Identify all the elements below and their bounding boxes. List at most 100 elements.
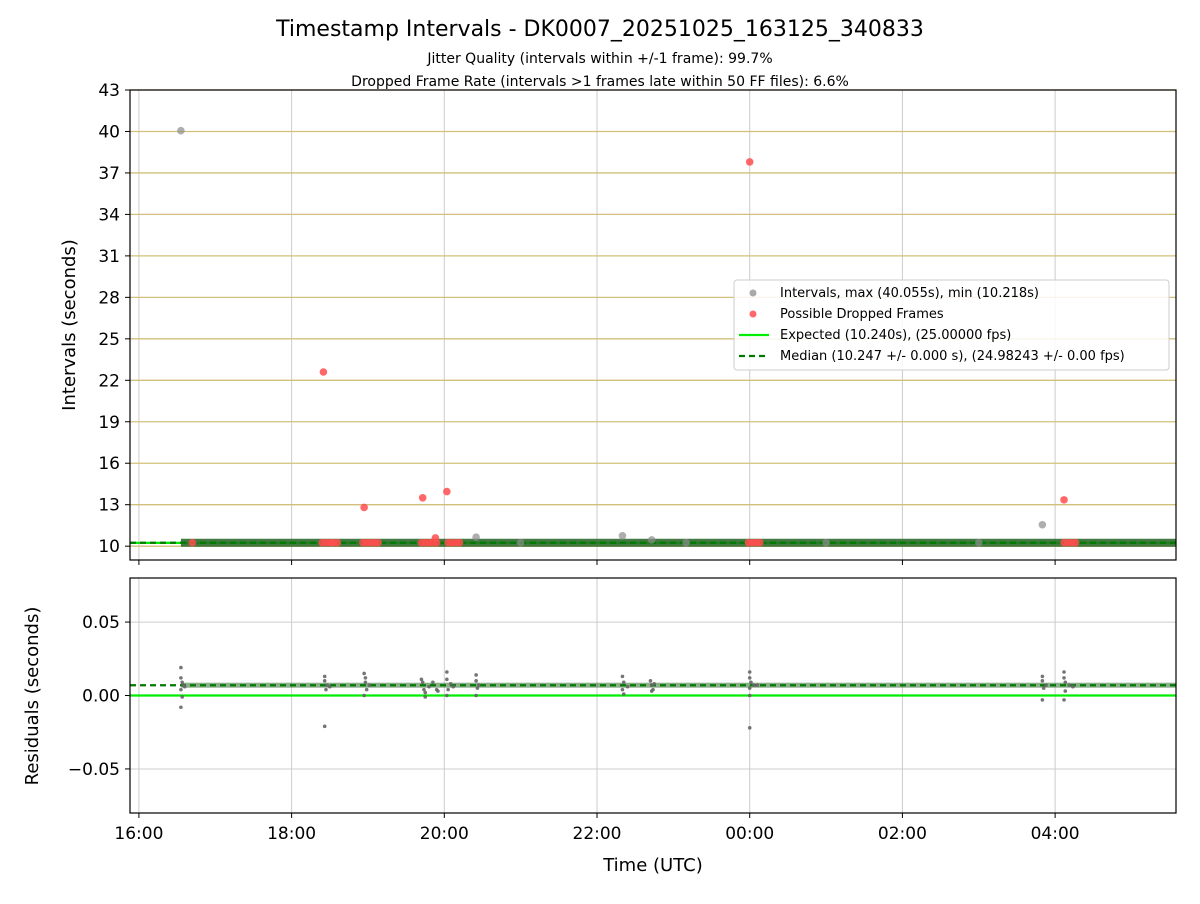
legend-label-dropped: Possible Dropped Frames xyxy=(780,307,944,322)
residual-point xyxy=(476,683,481,688)
interval-point xyxy=(974,538,983,547)
residual-density-band xyxy=(180,682,1176,688)
residual-point xyxy=(423,690,428,695)
residual-point xyxy=(751,683,756,688)
residual-point xyxy=(182,684,187,689)
residual-point xyxy=(1067,683,1071,688)
residual-point xyxy=(423,695,428,699)
dropped-frame-point xyxy=(333,538,342,547)
bottom-y-axis-label: Residuals (seconds) xyxy=(22,607,43,786)
residual-point xyxy=(448,681,453,686)
residual-point xyxy=(652,681,657,686)
residual-point xyxy=(324,687,328,692)
residual-point xyxy=(419,677,424,682)
residual-point xyxy=(620,674,625,679)
x-tick-label: 20:00 xyxy=(420,824,469,844)
interval-point xyxy=(618,532,627,540)
residual-point xyxy=(180,695,184,699)
interval-point xyxy=(822,538,830,547)
top-y-tick-label: 37 xyxy=(98,164,120,184)
top-y-tick-label: 19 xyxy=(98,413,120,433)
dropped-frame-point xyxy=(1071,538,1080,547)
residual-point xyxy=(179,705,183,710)
bottom-y-tick-label: −0.05 xyxy=(68,760,120,780)
interval-point xyxy=(516,538,525,547)
x-tick-label: 00:00 xyxy=(725,824,774,844)
residual-point xyxy=(747,726,752,730)
residual-point xyxy=(747,676,752,680)
residual-point xyxy=(475,686,480,690)
top-y-tick-label: 40 xyxy=(98,122,120,142)
x-tick-label: 04:00 xyxy=(1031,824,1080,844)
residual-point xyxy=(1063,689,1068,693)
residual-point xyxy=(322,724,327,729)
x-tick-label: 18:00 xyxy=(267,824,316,844)
interval-point xyxy=(177,126,185,135)
residual-point xyxy=(747,670,752,674)
legend-marker-dropped xyxy=(749,310,757,318)
bottom-y-axis: −0.05 0.00 0.05 xyxy=(68,613,130,780)
residual-point xyxy=(445,677,449,682)
top-y-tick-label: 16 xyxy=(98,454,120,474)
residual-point xyxy=(474,673,478,677)
residual-point xyxy=(422,687,426,692)
residual-point xyxy=(446,687,450,692)
residual-point xyxy=(621,692,626,696)
residual-point xyxy=(179,676,183,680)
residual-point xyxy=(427,684,431,689)
legend-label-median: Median (10.247 +/- 0.000 s), (24.98243 +… xyxy=(780,349,1125,364)
residual-point xyxy=(363,680,368,685)
residual-point xyxy=(362,693,366,698)
dropped-frame-point xyxy=(443,487,451,496)
chart-subtitle-dropped: Dropped Frame Rate (intervals >1 frames … xyxy=(351,74,849,90)
bottom-series xyxy=(130,665,1176,730)
legend-label-intervals: Intervals, max (40.055s), min (10.218s) xyxy=(780,286,1039,301)
top-y-tick-label: 34 xyxy=(98,205,120,225)
residual-point xyxy=(322,674,327,679)
residual-point xyxy=(474,679,478,683)
residual-point xyxy=(651,687,655,692)
dropped-frame-point xyxy=(188,538,197,547)
dropped-frame-point xyxy=(432,538,441,547)
top-y-axis: 10 13 16 19 22 25 28 31 34 37 40 43 xyxy=(98,81,130,557)
dropped-frame-point xyxy=(455,538,464,547)
residual-point xyxy=(1040,698,1045,702)
interval-point xyxy=(1038,520,1047,529)
x-tick-label: 16:00 xyxy=(114,824,163,844)
residual-point xyxy=(179,687,183,692)
legend-marker-intervals xyxy=(749,289,757,297)
dropped-frame-point xyxy=(745,158,754,166)
residual-point xyxy=(747,693,752,698)
residual-point xyxy=(180,680,184,685)
residual-point xyxy=(1041,686,1046,690)
top-plot-frame xyxy=(129,89,1177,561)
legend-box xyxy=(733,279,1170,371)
top-x-axis xyxy=(138,560,1056,565)
x-tick-label: 22:00 xyxy=(573,824,622,844)
interval-point xyxy=(647,536,656,544)
residual-point xyxy=(420,680,425,685)
residual-point xyxy=(1040,679,1045,683)
dropped-frame-point xyxy=(360,503,368,512)
residual-point xyxy=(749,680,753,685)
top-y-tick-label: 25 xyxy=(98,330,120,350)
residual-point xyxy=(362,671,366,676)
top-y-tick-label: 28 xyxy=(98,288,120,308)
bottom-y-tick-label: 0.00 xyxy=(82,687,120,707)
residual-point xyxy=(445,670,449,674)
legend-label-expected: Expected (10.240s), (25.00000 fps) xyxy=(780,328,1011,343)
dropped-frame-point xyxy=(374,538,382,547)
residual-point xyxy=(363,676,368,680)
residual-point xyxy=(445,693,449,698)
residual-point xyxy=(179,665,183,670)
chart-title: Timestamp Intervals - DK0007_20251025_16… xyxy=(275,17,924,42)
dropped-frame-point xyxy=(418,493,427,502)
residual-point xyxy=(431,680,435,685)
residual-point xyxy=(1062,676,1066,680)
residual-point xyxy=(755,683,760,688)
residual-point xyxy=(322,679,327,683)
residual-point xyxy=(1062,670,1066,674)
residual-point xyxy=(620,687,625,692)
